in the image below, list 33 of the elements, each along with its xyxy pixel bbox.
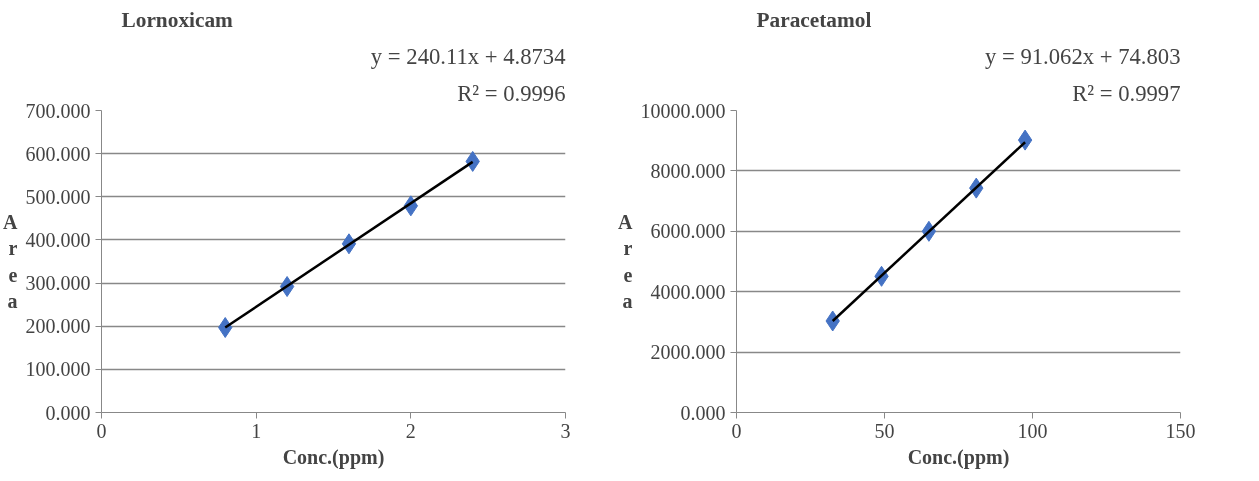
x-axis-title: Conc.(ppm) [282,445,385,469]
y-tick-label: 100.000 [25,358,91,381]
text: y = 91.062x + 74.803 [985,43,1181,69]
y-tick-label: 0.000 [680,401,726,424]
y-tick-label: 300.000 [25,272,91,295]
y-tick-label: 4000.000 [650,280,726,303]
text: R² = 0.9997 [1072,80,1181,106]
x-tick-label: 1 [251,419,262,442]
chart-title: Paracetamol [756,7,872,32]
x-tick-label: 3 [560,419,571,442]
text: y = 240.11x + 4.8734 [370,43,566,69]
x-tick-label: 150 [1165,419,1196,442]
x-tick-label: 0 [731,419,742,442]
text: R² = 0.9996 [457,80,566,106]
y-axis-title: Area [3,210,19,313]
y-tick-label: 6000.000 [650,220,726,243]
y-tick-label: 10000.000 [640,99,726,122]
y-axis-title: Area [618,210,634,313]
y-tick-label: 0.000 [45,401,91,424]
point [1017,129,1033,151]
y-tick-label: 8000.000 [650,159,726,182]
y-tick-label: 200.000 [25,315,91,338]
y-tick-label: 500.000 [25,185,91,208]
x-tick-label: 50 [874,419,895,442]
chart-title: Lornoxicam [121,7,234,32]
y-tick-label: 2000.000 [650,341,726,364]
y-tick-label: 400.000 [25,228,91,251]
x-tick-label: 2 [405,419,416,442]
y-tick-label: 700.000 [25,99,91,122]
x-tick-label: 100 [1017,419,1048,442]
x-tick-label: 0 [96,419,107,442]
x-axis-title: Conc.(ppm) [907,445,1010,469]
y-tick-label: 600.000 [25,142,91,165]
